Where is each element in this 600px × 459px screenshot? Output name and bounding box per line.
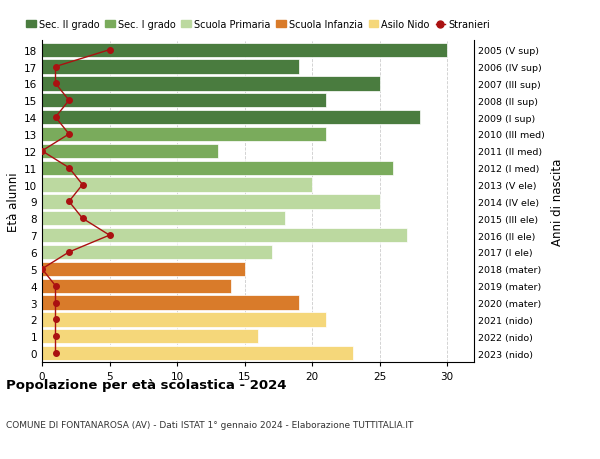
Bar <box>42 279 231 293</box>
Bar <box>42 94 326 108</box>
Legend: Sec. II grado, Sec. I grado, Scuola Primaria, Scuola Infanzia, Asilo Nido, Stran: Sec. II grado, Sec. I grado, Scuola Prim… <box>26 20 490 30</box>
Text: Popolazione per età scolastica - 2024: Popolazione per età scolastica - 2024 <box>6 379 287 392</box>
Bar <box>42 346 353 360</box>
Bar <box>42 60 299 74</box>
Bar <box>42 330 258 344</box>
Bar <box>42 245 272 260</box>
Y-axis label: Età alunni: Età alunni <box>7 172 20 232</box>
Text: COMUNE DI FONTANAROSA (AV) - Dati ISTAT 1° gennaio 2024 - Elaborazione TUTTITALI: COMUNE DI FONTANAROSA (AV) - Dati ISTAT … <box>6 420 413 429</box>
Bar <box>42 195 380 209</box>
Bar <box>42 128 326 142</box>
Bar <box>42 212 285 226</box>
Bar <box>42 77 380 91</box>
Bar <box>42 262 245 276</box>
Bar <box>42 161 393 175</box>
Y-axis label: Anni di nascita: Anni di nascita <box>551 158 563 246</box>
Bar <box>42 144 218 159</box>
Bar <box>42 296 299 310</box>
Bar <box>42 229 407 243</box>
Bar <box>42 178 312 192</box>
Bar <box>42 111 420 125</box>
Bar <box>42 313 326 327</box>
Bar <box>42 44 447 58</box>
